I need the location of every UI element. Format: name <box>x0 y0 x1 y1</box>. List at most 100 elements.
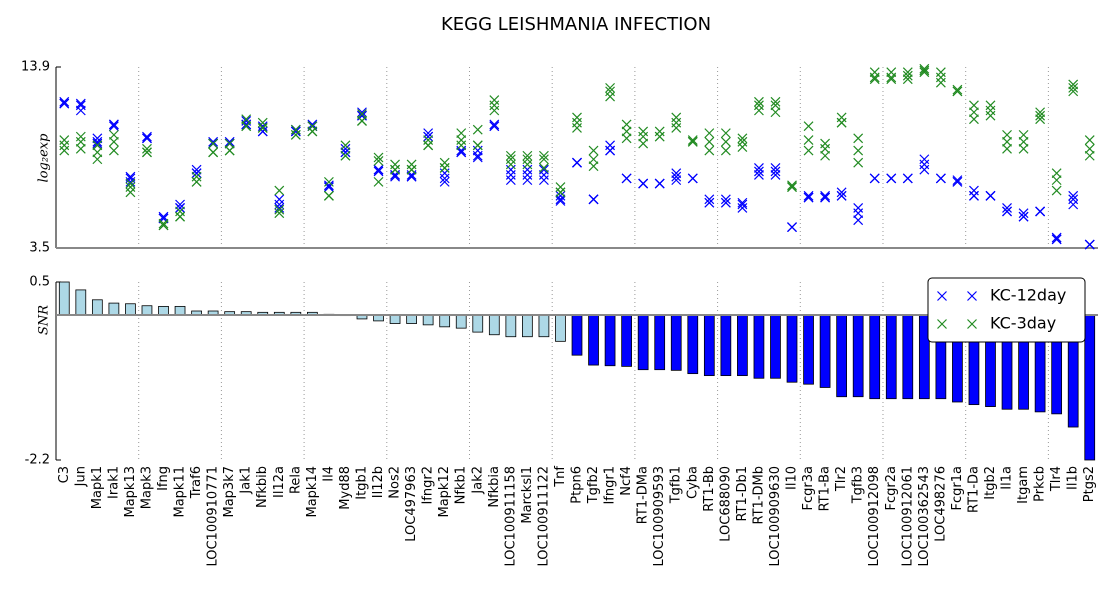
marker <box>770 96 781 107</box>
marker <box>307 119 318 130</box>
bar <box>720 314 732 377</box>
bar <box>422 314 434 326</box>
bar <box>902 314 914 400</box>
bar <box>687 314 699 375</box>
marker <box>704 145 715 156</box>
x-tick-label: C3 <box>57 466 72 483</box>
marker <box>704 197 715 208</box>
x-tick-label: Il10 <box>785 466 800 490</box>
marker <box>969 114 979 125</box>
marker <box>886 72 897 83</box>
marker <box>1084 135 1095 146</box>
marker <box>108 121 119 132</box>
marker <box>1018 129 1029 140</box>
marker <box>1068 79 1079 90</box>
marker <box>836 117 847 128</box>
marker <box>373 164 384 175</box>
marker <box>671 117 682 128</box>
x-tick-label: Tgfb3 <box>851 466 866 504</box>
x-tick-label: Itgb2 <box>983 466 998 500</box>
marker <box>704 194 715 205</box>
marker <box>820 192 831 203</box>
marker <box>241 121 252 132</box>
bar <box>75 289 87 316</box>
marker <box>142 147 152 158</box>
marker <box>770 163 781 173</box>
marker <box>969 185 979 196</box>
marker <box>108 119 119 130</box>
marker <box>423 131 434 142</box>
marker <box>803 190 814 201</box>
x-tick-label: Tgfb1 <box>669 466 684 504</box>
y-tick-label: 0.5 <box>29 275 50 290</box>
marker <box>505 175 516 186</box>
bar <box>91 299 103 316</box>
marker <box>505 169 516 180</box>
marker <box>836 187 847 198</box>
bar <box>869 314 881 400</box>
bar <box>58 281 70 316</box>
legend-marker <box>967 291 977 301</box>
x-tick-label: Ifngr1 <box>603 466 618 505</box>
marker <box>1084 143 1095 154</box>
x-tick-label: RT1-DMa <box>636 466 651 524</box>
marker <box>588 194 599 205</box>
bar <box>819 314 831 388</box>
marker <box>737 203 748 213</box>
marker <box>869 72 880 83</box>
marker <box>803 192 814 203</box>
x-tick-label: Tlr4 <box>1049 466 1064 492</box>
x-tick-label: Fcgr2a <box>884 466 899 510</box>
marker <box>323 182 334 193</box>
marker <box>439 157 450 168</box>
marker <box>1018 211 1029 222</box>
marker <box>390 171 400 182</box>
marker <box>853 157 864 168</box>
marker <box>853 145 864 156</box>
marker <box>257 122 268 133</box>
bar <box>621 314 632 367</box>
x-tick-label: Jak2 <box>470 466 485 495</box>
x-tick-label: Tlr2 <box>834 466 849 492</box>
marker <box>555 194 566 205</box>
marker <box>125 178 136 189</box>
marker <box>787 180 797 191</box>
marker <box>720 197 731 208</box>
x-tick-label: Cyba <box>685 466 700 499</box>
x-tick-label: Rela <box>288 466 303 494</box>
x-tick-label: Nfkbia <box>487 466 502 508</box>
marker <box>538 154 549 165</box>
marker <box>935 72 946 83</box>
marker <box>919 159 930 170</box>
x-tick-label: Mapk11 <box>173 466 188 518</box>
bar <box>753 314 765 379</box>
x-tick-label: RT1-Bb <box>702 466 717 512</box>
marker <box>985 110 996 121</box>
x-tick-label: Marcksl1 <box>520 466 535 524</box>
marker <box>59 140 70 151</box>
marker <box>373 176 384 187</box>
marker <box>720 128 731 139</box>
legend-box <box>927 277 1086 343</box>
marker <box>158 220 169 231</box>
marker <box>1002 136 1012 147</box>
marker <box>59 96 70 107</box>
marker <box>671 175 682 186</box>
x-tick-label: Itgam <box>1016 466 1031 504</box>
bar <box>488 314 500 336</box>
marker <box>555 187 566 198</box>
marker <box>572 157 582 168</box>
marker <box>605 82 616 93</box>
marker <box>175 199 185 210</box>
legend-label: KC-12day <box>990 286 1066 305</box>
marker <box>671 122 682 133</box>
marker <box>869 173 880 184</box>
marker <box>75 136 86 147</box>
x-tick-label: LOC688090 <box>718 466 733 542</box>
marker <box>175 211 185 222</box>
marker <box>671 171 682 182</box>
marker <box>638 126 649 137</box>
marker <box>737 133 748 144</box>
marker <box>489 121 500 132</box>
marker <box>390 159 400 170</box>
